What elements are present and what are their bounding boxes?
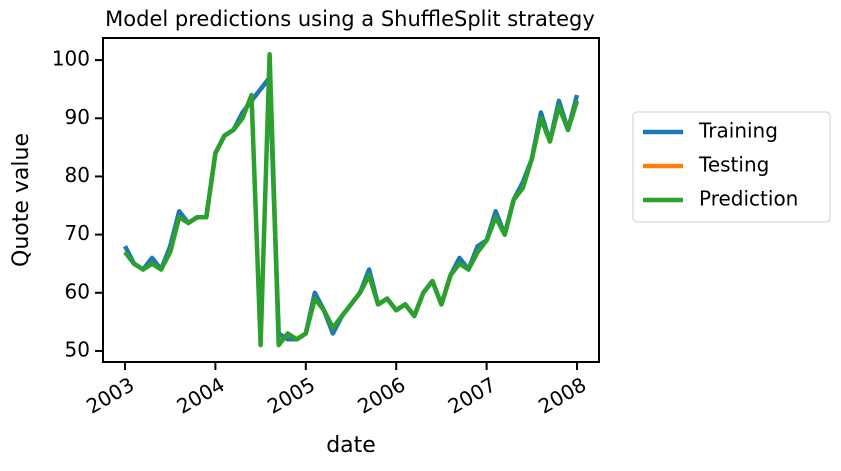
- y-axis-label: Quote value: [9, 133, 34, 267]
- legend-label: Training: [698, 119, 778, 143]
- legend-box: [632, 111, 831, 223]
- x-tick-label: 2006: [353, 372, 409, 418]
- chart-title: Model predictions using a ShuffleSplit s…: [105, 7, 595, 31]
- x-tick-label: 2008: [534, 372, 590, 418]
- y-tick-label: 50: [65, 337, 90, 361]
- x-tick-label: 2007: [444, 372, 500, 418]
- legend-label: Prediction: [699, 187, 798, 211]
- x-tick-label: 2005: [263, 372, 319, 418]
- y-tick-label: 90: [65, 105, 90, 129]
- y-tick-label: 70: [65, 221, 90, 245]
- y-tick-label: 80: [65, 163, 90, 187]
- legend-label: Testing: [698, 153, 769, 177]
- data-line: [123, 52, 580, 348]
- plot-frame: [102, 37, 600, 363]
- x-axis-label: date: [326, 433, 376, 458]
- x-tick-label: 2003: [82, 372, 138, 418]
- x-tick-label: 2004: [173, 372, 229, 418]
- y-tick-label: 100: [52, 47, 90, 71]
- y-tick-label: 60: [65, 279, 90, 303]
